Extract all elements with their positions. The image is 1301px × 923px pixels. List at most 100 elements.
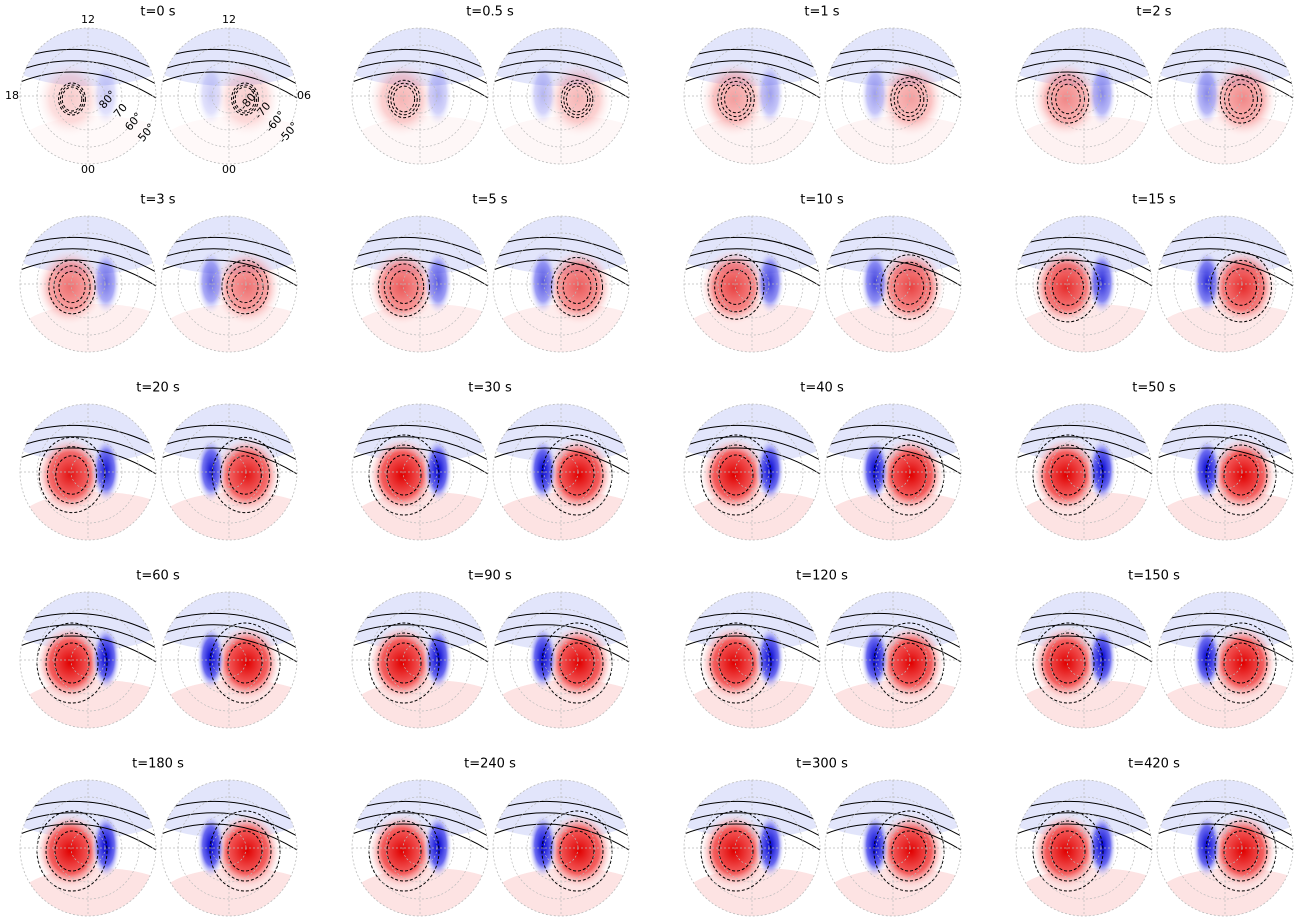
dashed-contour <box>882 632 936 694</box>
dashed-contour <box>1205 622 1277 704</box>
polar-disc <box>684 404 820 540</box>
red-cell <box>700 249 768 325</box>
blue-cell <box>756 62 784 126</box>
dashed-contour <box>565 85 589 113</box>
dashed-contour <box>219 446 271 504</box>
blue-cell <box>424 250 452 314</box>
dashed-contour <box>562 270 592 304</box>
blue-cell <box>92 814 120 878</box>
lat-circle <box>368 232 472 336</box>
dashed-contour <box>893 269 925 305</box>
dashed-contour <box>1223 454 1259 496</box>
red-cell <box>1032 813 1100 889</box>
dashed-contour <box>1225 268 1257 306</box>
panel-title: t=0.5 s <box>466 5 514 20</box>
dashed-contour <box>541 434 613 516</box>
red-cell <box>213 437 281 513</box>
dashed-contour <box>709 444 763 506</box>
dashed-contour <box>58 82 86 116</box>
blue-cell <box>756 626 784 690</box>
lat-circle <box>509 44 613 148</box>
dashed-contour <box>718 642 754 684</box>
polar-disc <box>825 216 961 352</box>
red-cell <box>36 813 104 889</box>
panel-title: t=40 s <box>800 381 844 396</box>
blue-cell <box>529 626 557 690</box>
dashed-contour <box>720 269 752 305</box>
polar-disc <box>493 404 629 540</box>
dashed-contour <box>232 84 258 114</box>
red-cell <box>1209 813 1277 889</box>
dashed-contour <box>54 830 90 872</box>
dashed-contour <box>55 455 89 495</box>
disc-border <box>351 591 489 729</box>
disc-border <box>160 215 298 353</box>
lat-circle <box>700 44 804 148</box>
lat-circle <box>1032 420 1136 524</box>
red-cell <box>877 813 945 889</box>
polar-disc <box>825 780 961 916</box>
lat-circle <box>841 420 945 524</box>
lat-circle <box>1173 420 1277 524</box>
dashed-contour <box>1219 74 1263 124</box>
polar-disc <box>493 216 629 352</box>
red-cell <box>1032 249 1100 325</box>
red-cell <box>877 61 945 137</box>
disc-border <box>1156 27 1294 165</box>
panel-title: t=2 s <box>1136 5 1171 20</box>
dashed-contour <box>714 261 758 313</box>
red-cell <box>213 249 281 325</box>
dashed-contour <box>231 270 259 304</box>
red-cell <box>1032 61 1100 137</box>
disc-border <box>1156 591 1294 729</box>
disc-border <box>19 779 157 917</box>
red-cell <box>213 61 281 137</box>
blue-cell <box>861 62 889 126</box>
red-cell <box>1209 625 1277 701</box>
disc-border <box>683 27 821 165</box>
lat-circle <box>1173 608 1277 712</box>
red-cell <box>368 813 436 889</box>
panel-title: t=420 s <box>1128 757 1180 772</box>
dashed-contour <box>890 77 928 121</box>
dashed-contour <box>387 79 421 119</box>
dashed-contour <box>386 830 422 872</box>
dashed-contour <box>718 830 754 872</box>
lat-circle <box>368 796 472 900</box>
polar-disc <box>352 404 488 540</box>
lat-circle <box>177 420 281 524</box>
disc-border <box>160 403 298 541</box>
blue-cell <box>529 62 557 126</box>
dashed-contour <box>1205 434 1277 516</box>
blue-cell <box>424 814 452 878</box>
lat-circle <box>36 608 140 712</box>
dashed-contour <box>390 82 418 116</box>
blue-cell <box>197 250 225 314</box>
dashed-contour <box>227 830 263 872</box>
dashed-contour <box>383 263 425 311</box>
dashed-contour <box>1046 74 1090 124</box>
red-cell <box>368 625 436 701</box>
blue-cell <box>92 626 120 690</box>
panel-title: t=300 s <box>796 757 848 772</box>
red-cell <box>213 813 281 889</box>
dashed-contour <box>1055 83 1081 115</box>
red-cell <box>1209 61 1277 137</box>
disc-border <box>683 591 821 729</box>
disc-border <box>351 27 489 165</box>
dashed-contour <box>717 77 755 121</box>
blue-cell <box>861 626 889 690</box>
dashed-contour <box>58 270 86 304</box>
dashed-contour <box>718 454 754 496</box>
dashed-contour <box>1051 79 1085 119</box>
disc-border <box>1015 403 1153 541</box>
disc-border <box>492 779 630 917</box>
lat-circle <box>177 608 281 712</box>
mlt-label: 00 <box>222 163 236 176</box>
disc-border <box>824 779 962 917</box>
polar-disc <box>161 592 297 728</box>
dashed-contour <box>61 86 83 112</box>
polar-disc <box>1016 28 1152 164</box>
mlt-label: 18 <box>5 89 19 102</box>
